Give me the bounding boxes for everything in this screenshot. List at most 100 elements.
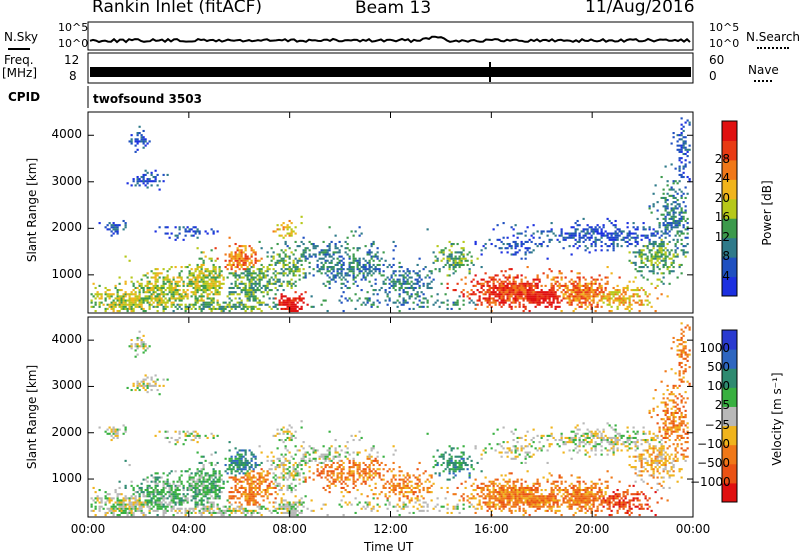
power-cell (328, 247, 331, 250)
power-cell (550, 284, 553, 287)
power-cell (402, 297, 405, 300)
velocity-cell (170, 495, 173, 498)
power-cell (344, 240, 347, 243)
velocity-cell (254, 493, 257, 496)
power-cell (538, 299, 541, 302)
power-cell (632, 232, 635, 235)
velocity-cell (170, 484, 173, 487)
power-cell (392, 301, 395, 304)
power-cell (258, 272, 261, 275)
velocity-cell (298, 478, 301, 481)
power-cell (406, 291, 409, 294)
power-cell (280, 293, 283, 296)
power-cell (678, 203, 681, 206)
power-cell (468, 251, 471, 254)
power-cell (422, 268, 425, 271)
power-cell (250, 276, 253, 279)
power-cell (632, 293, 635, 296)
power-cell (124, 299, 127, 302)
velocity-cell (106, 432, 109, 435)
power-cell (408, 282, 411, 285)
power-cell (638, 270, 641, 273)
velocity-cell (272, 486, 275, 489)
power-cell (610, 297, 613, 300)
power-cell (624, 299, 627, 302)
power-cell (264, 289, 267, 292)
power-cell (508, 289, 511, 292)
power-cell (202, 259, 205, 262)
power-cell (238, 253, 241, 256)
power-cell (532, 289, 535, 292)
power-cell (358, 234, 361, 237)
noise-left-tick-top: 10^5 (58, 21, 89, 34)
velocity-cell (166, 430, 169, 433)
velocity-cell (210, 461, 213, 464)
power-cell (590, 289, 593, 292)
power-cell (462, 249, 465, 252)
power-cell (298, 299, 301, 302)
power-cell (450, 255, 453, 258)
power-cell (616, 234, 619, 237)
velocity-cell (178, 503, 181, 506)
power-cell (244, 249, 247, 252)
power-cell (340, 301, 343, 304)
power-cell (490, 293, 493, 296)
power-cell (244, 309, 247, 313)
velocity-cell (286, 509, 289, 512)
power-cell (460, 251, 463, 254)
power-cell (676, 203, 679, 206)
power-cell (662, 257, 665, 260)
velocity-cell (276, 476, 279, 479)
velocity-cell (278, 488, 281, 492)
power-cell (154, 175, 157, 179)
power-cell (380, 274, 383, 277)
power-cell (274, 305, 277, 308)
power-cell (136, 142, 139, 145)
velocity-cell (280, 463, 283, 467)
power-cell (452, 257, 455, 260)
noise-right-tick-top: 10^5 (709, 21, 740, 34)
power-cell (404, 299, 407, 302)
velocity-cell (250, 482, 253, 485)
power-cell (628, 251, 631, 254)
power-cell (548, 301, 551, 304)
power-cell (614, 234, 617, 237)
power-cell (560, 276, 563, 279)
power-cell (508, 276, 511, 279)
velocity-cell (230, 472, 233, 475)
power-cell (242, 305, 245, 308)
power-cell (650, 263, 653, 267)
velocity-cell (150, 378, 153, 381)
power-cell (364, 278, 367, 281)
power-cell (324, 261, 327, 264)
power-cell (660, 242, 663, 246)
velocity-cell (128, 501, 131, 504)
power-cell (460, 278, 463, 281)
velocity-cell (298, 449, 301, 452)
velocity-cell (138, 336, 141, 339)
power-cell (576, 293, 579, 296)
velocity-cell (214, 451, 217, 454)
power-cell (448, 253, 451, 256)
power-cell (274, 263, 277, 267)
power-cell (602, 293, 605, 296)
power-cell (114, 230, 117, 233)
power-cell (508, 268, 511, 271)
power-cell (594, 295, 597, 298)
velocity-cell (286, 486, 289, 489)
power-cell (150, 303, 153, 306)
velocity-cell (94, 497, 97, 500)
power-cell (484, 272, 487, 275)
power-cell (162, 309, 165, 313)
power-cell (592, 301, 595, 304)
velocity-cell (202, 468, 205, 471)
power-cell (204, 301, 207, 304)
power-cell (298, 257, 301, 260)
power-cell (266, 266, 269, 269)
power-cell (682, 144, 685, 147)
power-cell (634, 289, 637, 292)
velocity-cell (150, 507, 153, 510)
velocity-cell (244, 472, 247, 475)
power-cell (648, 301, 651, 304)
power-cell (422, 293, 425, 296)
